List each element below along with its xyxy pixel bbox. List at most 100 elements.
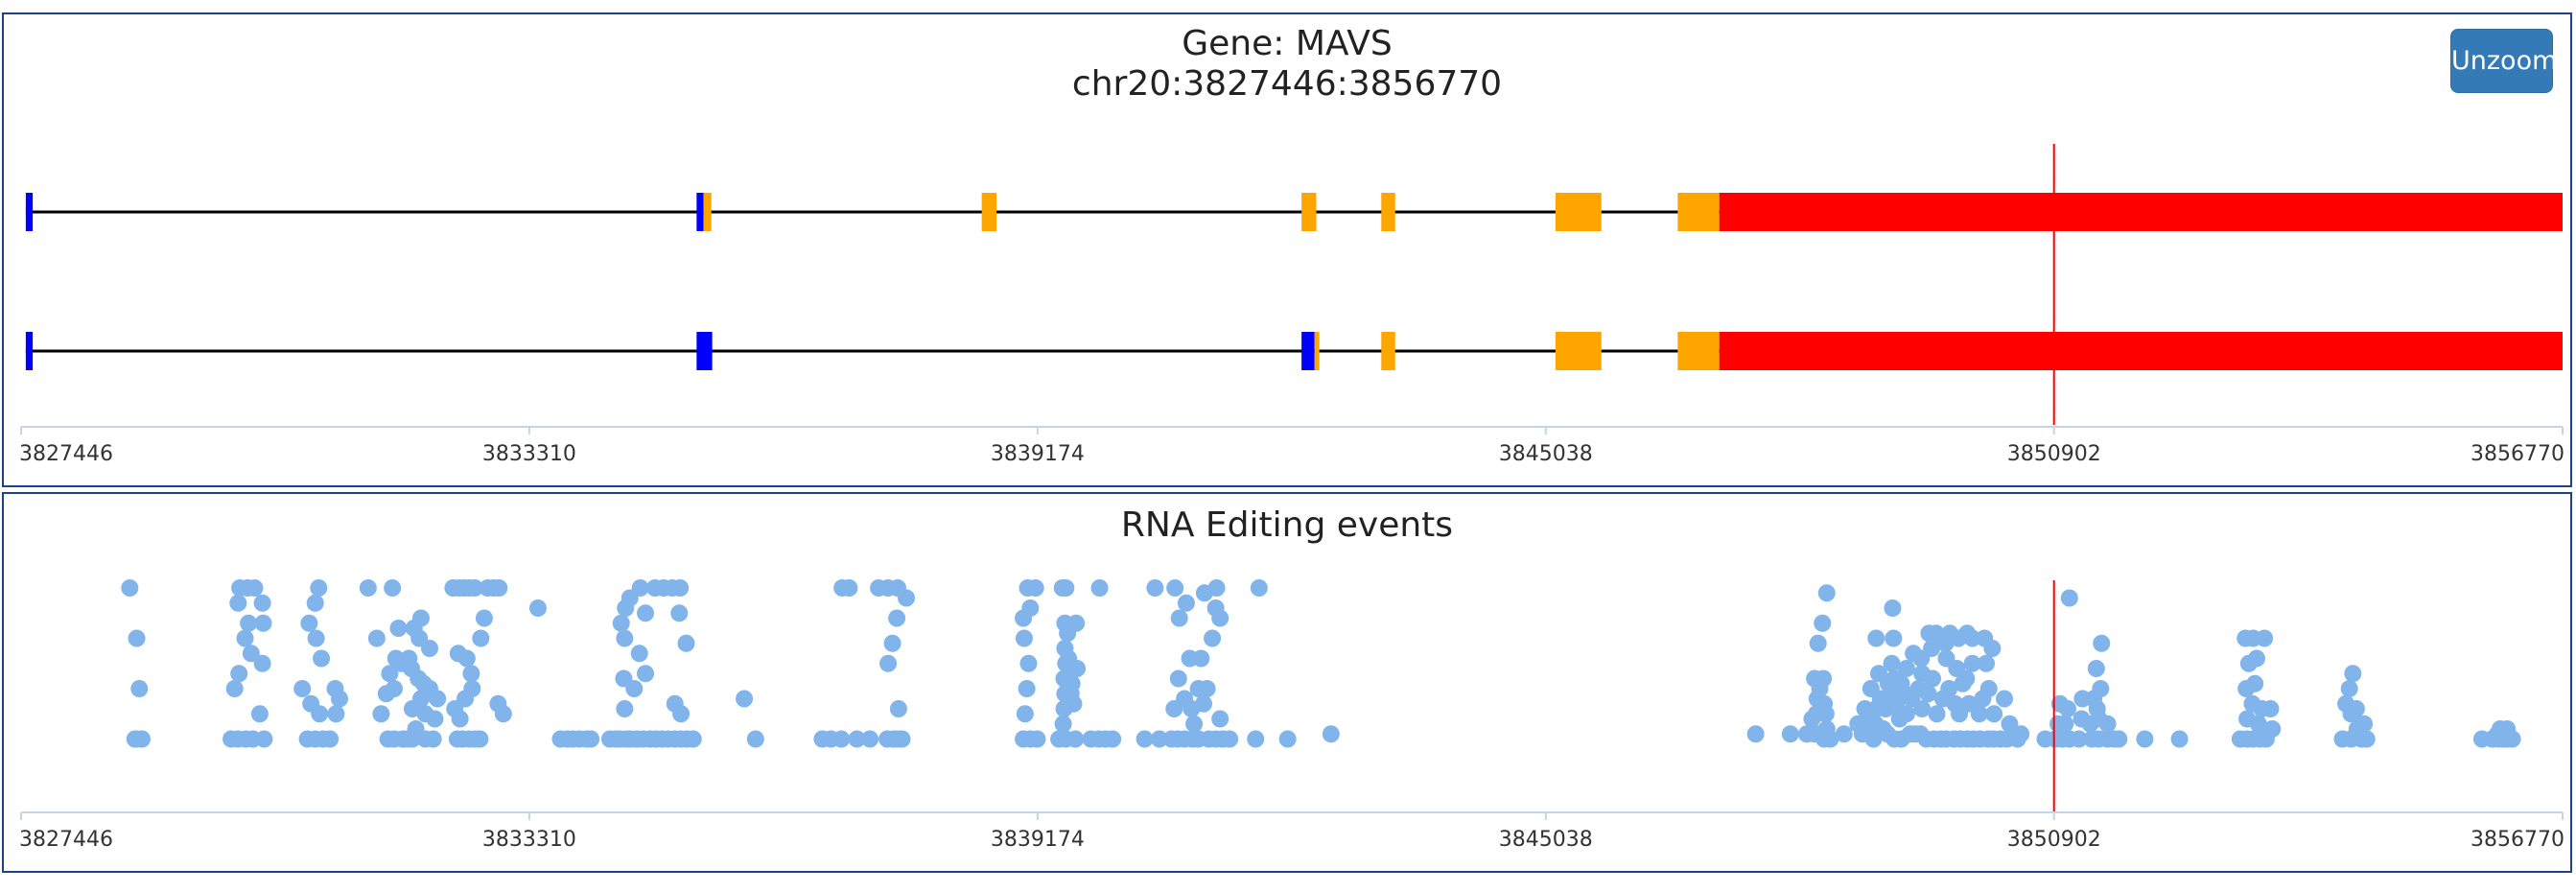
editing-event-point [2098, 715, 2117, 733]
editing-event-point [1192, 649, 1210, 668]
editing-event-point [1104, 730, 1122, 748]
editing-event-point [421, 640, 439, 657]
editing-event-point [616, 700, 634, 717]
editing-event-point [1185, 715, 1204, 733]
editing-event-point [1065, 694, 1083, 713]
x-tick-label: 3856770 [2471, 442, 2564, 466]
editing-event-point [625, 680, 644, 697]
editing-event-point [637, 604, 655, 622]
rna-editing-chart[interactable]: 3827446 3833310 3839174 3845038 3850902 38567… [4, 494, 2570, 871]
editing-event-point [121, 579, 139, 597]
editing-event-point [746, 730, 764, 748]
editing-event-point [870, 579, 888, 597]
editing-event-point [225, 680, 244, 697]
editing-event-point [465, 579, 483, 597]
editing-event-point [2136, 730, 2154, 748]
exon-utr [25, 193, 34, 231]
editing-event-point [2247, 649, 2265, 668]
editing-event-point [367, 629, 386, 647]
editing-event-point [1862, 680, 1880, 697]
editing-event-point [1021, 599, 1040, 617]
editing-event-point [372, 705, 390, 723]
editing-event-point [1206, 599, 1225, 617]
editing-event-point [1015, 629, 1033, 647]
editing-event-point [2347, 700, 2365, 717]
editing-event-point [1884, 599, 1902, 617]
editing-event-point [462, 665, 480, 683]
x-tick-label: 3833310 [482, 828, 576, 852]
editing-event-point [888, 609, 906, 627]
editing-event-point [2170, 730, 2189, 748]
exon-cds [1677, 193, 1720, 231]
editing-event-point [1016, 705, 1034, 723]
editing-event-point [400, 649, 418, 668]
gene-title: Gene: MAVS [1182, 24, 1393, 63]
editing-event-point [2056, 715, 2074, 733]
editing-event-point [2263, 720, 2282, 738]
gene-structure-chart[interactable]: 3827446 3833310 3839174 3845038 3850902 38567… [4, 14, 2570, 485]
editing-event-point [1019, 654, 1038, 672]
editing-event-point [1817, 720, 1836, 738]
editing-event-point [616, 629, 634, 647]
editing-event-point [1835, 725, 1853, 743]
editing-event-point [2060, 589, 2078, 607]
editing-event-point [1150, 730, 1168, 748]
editing-event-point [684, 730, 702, 748]
exon-cds [1301, 193, 1317, 231]
editing-event-point [132, 730, 151, 748]
editing-event-point [2355, 715, 2374, 733]
editing-event-point [1849, 715, 1867, 733]
editing-event-point [1928, 705, 1946, 723]
editing-event-point [321, 730, 340, 748]
x-tick-label: 3839174 [991, 442, 1085, 466]
editing-event-point [630, 645, 648, 663]
editing-event-point [1207, 579, 1226, 597]
exon-cds [1555, 193, 1602, 231]
editing-event-point [1937, 649, 1955, 668]
editing-event-point [1979, 680, 1998, 697]
exon-tail [1719, 193, 2563, 231]
editing-event-point [386, 649, 405, 668]
editing-event-point [411, 609, 430, 627]
editing-event-point [1856, 700, 1874, 717]
exon-utr [696, 332, 713, 370]
editing-event-point [2261, 700, 2280, 717]
unzoom-button[interactable]: Unzoom [2450, 29, 2557, 93]
editing-event-point [379, 730, 397, 748]
editing-event-point [1913, 700, 1932, 717]
editing-event-point [381, 665, 399, 683]
editing-event-point [2050, 694, 2069, 713]
editing-event-point [1814, 614, 1832, 632]
editing-event-point [637, 665, 655, 683]
editing-event-point [889, 700, 907, 717]
exon-cds [1381, 332, 1395, 370]
exon-cds [703, 193, 712, 231]
editing-event-point [1963, 654, 1981, 672]
editing-event-point [1221, 730, 1239, 748]
editing-event-point [311, 705, 329, 723]
editing-event-point [389, 620, 408, 637]
editing-event-point [1959, 694, 1978, 713]
editing-event-point [1278, 730, 1297, 748]
editing-event-point [230, 665, 248, 683]
editing-event-point [384, 579, 402, 597]
editing-event-point [300, 614, 318, 632]
editing-event-point [672, 705, 691, 723]
rna-editing-panel: RNA Editing events 3827446 3833310 3839174… [2, 492, 2572, 873]
editing-event-point [426, 710, 444, 728]
editing-event-point [1204, 629, 1222, 647]
editing-event-point [1885, 629, 1903, 647]
editing-event-point [2001, 715, 2019, 733]
editing-event-point [307, 629, 325, 647]
x-tick-label: 3827446 [19, 442, 113, 466]
editing-event-point [424, 730, 442, 748]
x-tick-label: 3839174 [991, 828, 1085, 852]
exon-cds [1555, 332, 1602, 370]
editing-event-point [1195, 694, 1213, 713]
editing-event-point [631, 579, 649, 597]
gene-locus: chr20:3827446:3856770 [1071, 64, 1503, 104]
editing-event-point [1066, 730, 1085, 748]
editing-event-point [2073, 690, 2092, 708]
editing-event-point [293, 680, 312, 697]
editing-event-point [677, 634, 695, 652]
